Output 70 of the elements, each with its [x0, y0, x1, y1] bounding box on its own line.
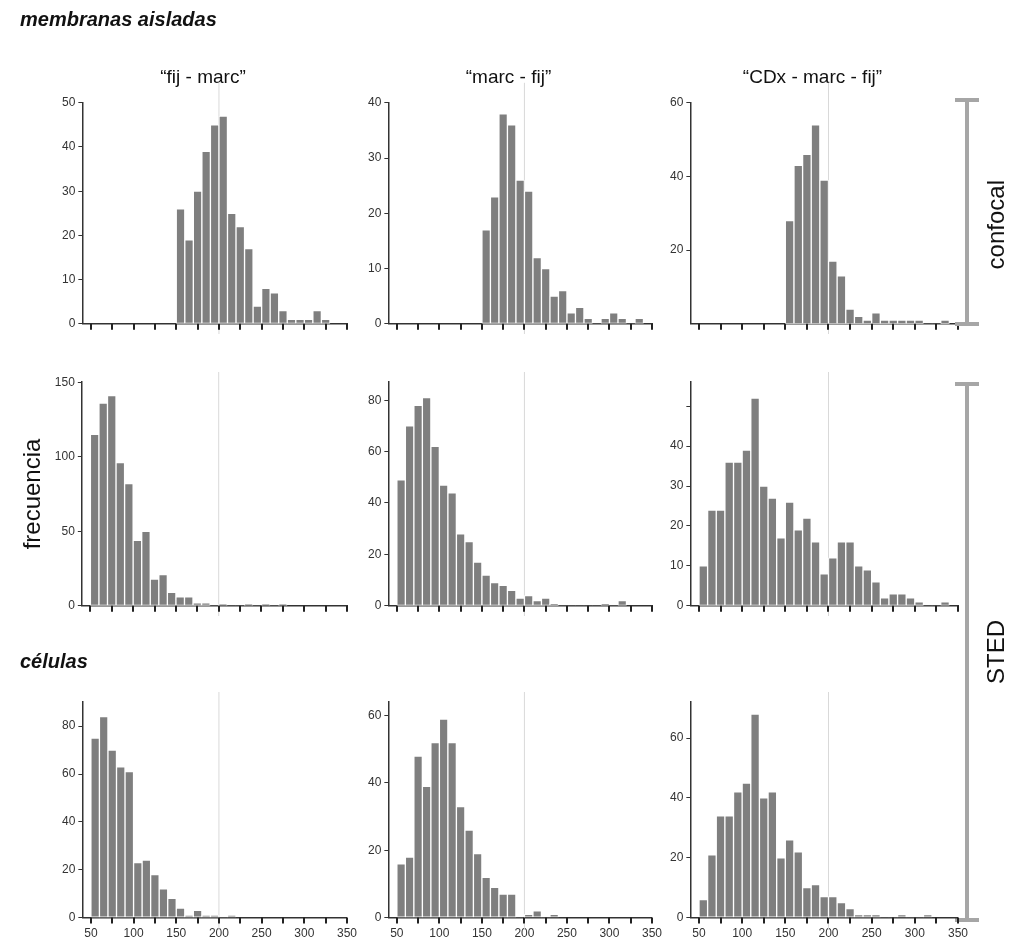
x-tick-label: 350 [947, 926, 968, 941]
y-tick-label: 0 [68, 598, 76, 613]
y-tick-label: 40 [61, 814, 76, 829]
y-tick-label: 50 [61, 95, 76, 110]
x-tick-label: 300 [599, 926, 620, 941]
x-tick-label: 200 [818, 926, 839, 941]
y-tick-label: 10 [61, 271, 76, 286]
y-tick-label: 150 [54, 374, 76, 389]
y-tick-label: 30 [367, 150, 382, 165]
y-tick-label: 40 [367, 495, 382, 510]
y-tick-label: 20 [61, 862, 76, 877]
y-tick-label: 60 [61, 766, 76, 781]
y-tick-label: 60 [367, 443, 382, 458]
y-tick-label: 10 [669, 558, 684, 573]
x-tick-label: 150 [774, 926, 796, 941]
y-tick-label: 0 [68, 909, 76, 924]
chart-title: “marc - fij” [465, 65, 551, 87]
y-tick-label: 40 [367, 95, 382, 110]
x-tick-label: 150 [471, 926, 492, 941]
x-tick-label: 250 [861, 926, 882, 941]
y-tick-label: 60 [367, 707, 382, 722]
y-tick-label: 20 [367, 205, 382, 220]
x-tick-label: 50 [691, 926, 706, 941]
y-tick-label: 0 [374, 316, 382, 331]
y-tick-label: 0 [676, 909, 684, 924]
y-tick-label: 30 [669, 478, 684, 493]
y-tick-label: 20 [367, 546, 382, 561]
y-tick-label: 20 [669, 242, 684, 257]
y-tick-label: 80 [367, 392, 382, 407]
y-tick-label: 40 [61, 139, 76, 154]
y-tick-label: 20 [669, 518, 684, 533]
y-tick-label: 0 [374, 909, 382, 924]
y-tick-label: 40 [669, 790, 684, 805]
text: membranas aisladas [20, 8, 217, 31]
y-tick-label: 20 [61, 227, 76, 242]
text: confocal [982, 180, 1010, 270]
x-tick-label: 100 [731, 926, 753, 941]
y-tick-label: 40 [367, 775, 382, 790]
y-tick-label: 100 [54, 449, 76, 464]
y-tick-label: 80 [61, 718, 76, 733]
y-tick-label: 30 [61, 183, 76, 198]
x-tick-label: 250 [251, 926, 272, 941]
x-tick-label: 350 [336, 926, 357, 941]
x-tick-label: 200 [208, 926, 229, 941]
chart-title: “fij - marc” [159, 65, 246, 87]
text: células [20, 650, 88, 673]
y-tick-label: 60 [669, 730, 684, 745]
x-tick-label: 150 [165, 926, 187, 941]
chart-title: “CDx - marc - fij” [742, 65, 882, 87]
x-tick-label: 350 [641, 926, 662, 941]
y-tick-label: 20 [669, 850, 684, 865]
y-tick-label: 40 [669, 168, 684, 183]
y-tick-label: 50 [61, 523, 76, 538]
x-tick-label: 50 [83, 926, 98, 941]
y-tick-label: 60 [669, 95, 684, 110]
y-tick-label: 20 [367, 842, 382, 857]
y-tick-label: 0 [374, 598, 382, 613]
y-tick-label: 10 [367, 260, 382, 275]
text: STED [982, 620, 1010, 685]
y-axis-title: frecuencia [18, 437, 46, 550]
x-tick-label: 50 [389, 926, 404, 941]
y-tick-label: 0 [68, 316, 76, 331]
x-tick-label: 100 [123, 926, 144, 941]
x-tick-label: 250 [556, 926, 577, 941]
x-tick-label: 100 [429, 926, 450, 941]
y-tick-label: 40 [669, 438, 684, 453]
y-tick-label: 0 [676, 598, 684, 613]
x-tick-label: 200 [514, 926, 535, 941]
x-tick-label: 300 [293, 926, 315, 941]
x-tick-label: 300 [904, 926, 925, 941]
